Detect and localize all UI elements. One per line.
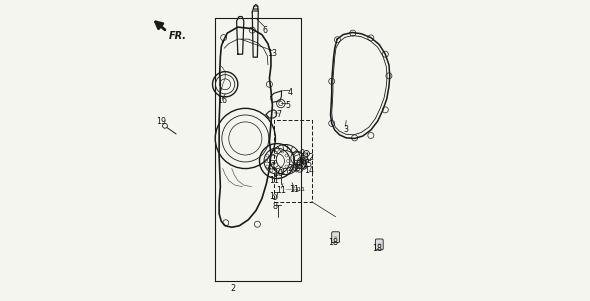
Text: —11: —11 bbox=[292, 187, 306, 191]
Text: 9: 9 bbox=[299, 149, 304, 158]
Text: 3: 3 bbox=[343, 125, 348, 134]
Text: 20: 20 bbox=[287, 164, 297, 173]
Text: 18: 18 bbox=[328, 238, 338, 247]
Text: 10: 10 bbox=[273, 169, 283, 178]
Text: 11: 11 bbox=[290, 185, 299, 194]
FancyBboxPatch shape bbox=[375, 239, 383, 250]
Text: 13: 13 bbox=[267, 49, 277, 58]
Text: FR.: FR. bbox=[169, 30, 187, 41]
Text: 4: 4 bbox=[288, 88, 293, 97]
Text: —11: —11 bbox=[286, 187, 299, 191]
Text: 17: 17 bbox=[270, 192, 280, 201]
Text: 5: 5 bbox=[285, 101, 290, 110]
Text: 15: 15 bbox=[303, 160, 313, 169]
Text: 11: 11 bbox=[277, 186, 287, 195]
Text: 8: 8 bbox=[272, 202, 277, 211]
Text: 6: 6 bbox=[263, 26, 267, 35]
Text: 16: 16 bbox=[217, 96, 227, 105]
Text: 19: 19 bbox=[156, 117, 166, 126]
Text: 2: 2 bbox=[231, 284, 236, 293]
Text: 9: 9 bbox=[299, 158, 304, 167]
Text: 12: 12 bbox=[304, 153, 314, 162]
Text: 9: 9 bbox=[296, 164, 300, 173]
FancyBboxPatch shape bbox=[332, 232, 340, 243]
Text: 11: 11 bbox=[269, 176, 279, 185]
Text: 18: 18 bbox=[372, 244, 382, 253]
Text: 21: 21 bbox=[267, 162, 277, 171]
Text: 7: 7 bbox=[277, 110, 282, 119]
Text: 14: 14 bbox=[304, 166, 314, 175]
